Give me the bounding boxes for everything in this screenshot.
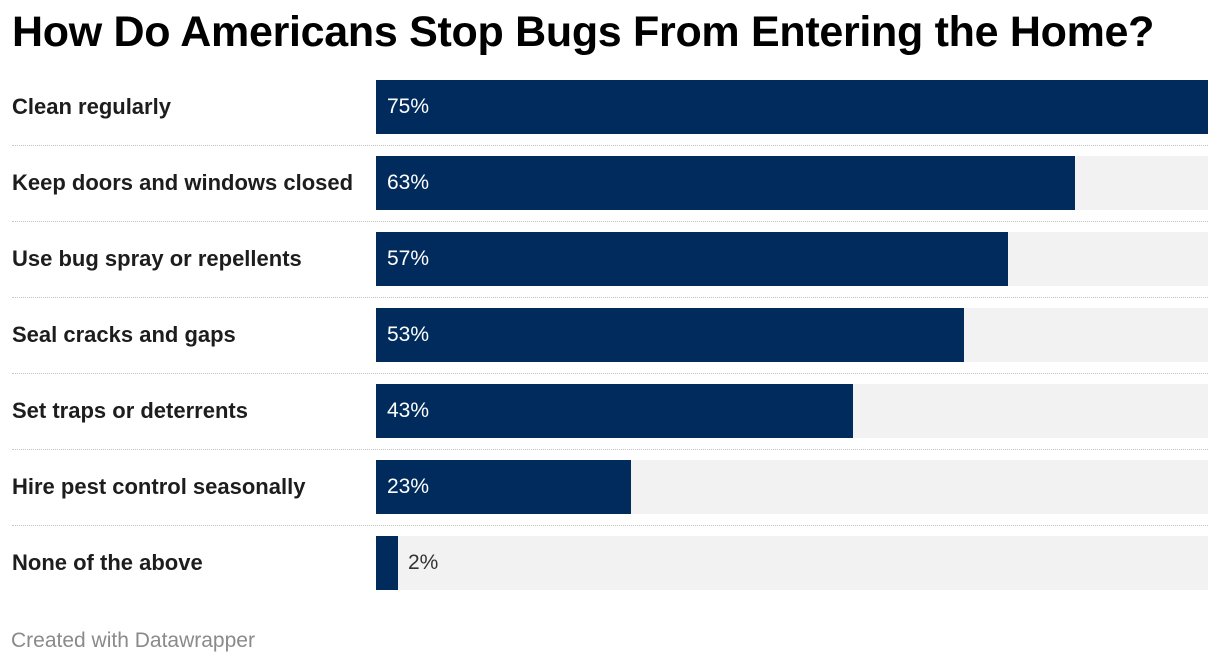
bar — [376, 384, 853, 438]
category-label: Clean regularly — [12, 94, 171, 119]
value-label: 23% — [387, 475, 430, 498]
bar-row: Use bug spray or repellents 57% — [0, 232, 1220, 286]
bar-track: 23% — [376, 460, 1208, 514]
row-divider — [12, 525, 1208, 526]
bar — [376, 232, 1008, 286]
bar-track: 63% — [376, 156, 1208, 210]
bar — [376, 460, 631, 514]
category-label: Hire pest control seasonally — [12, 474, 306, 499]
bar-row: Seal cracks and gaps 53% — [0, 308, 1220, 362]
bar-row: Hire pest control seasonally 23% — [0, 460, 1220, 514]
value-label: 57% — [387, 247, 430, 270]
bar-track: 75% — [376, 80, 1208, 134]
category-label: Seal cracks and gaps — [12, 322, 236, 347]
value-label: 43% — [387, 399, 430, 422]
bar-row: None of the above 2% — [0, 536, 1220, 590]
row-divider — [12, 373, 1208, 374]
bar-row: Set traps or deterrents 43% — [0, 384, 1220, 438]
category-label: Set traps or deterrents — [12, 398, 248, 423]
row-divider — [12, 297, 1208, 298]
row-divider — [12, 449, 1208, 450]
category-label: Use bug spray or repellents — [12, 246, 302, 271]
bar-row: Clean regularly 75% — [0, 80, 1220, 134]
value-label: 75% — [387, 95, 430, 118]
bar-track: 53% — [376, 308, 1208, 362]
bar-track: 43% — [376, 384, 1208, 438]
value-label: 53% — [387, 323, 430, 346]
bar-track: 57% — [376, 232, 1208, 286]
bar — [376, 308, 964, 362]
category-label: Keep doors and windows closed — [12, 170, 354, 195]
row-divider — [12, 145, 1208, 146]
bar — [376, 80, 1208, 134]
bar-row: Keep doors and windows closed 63% — [0, 156, 1220, 210]
bar-track: 2% — [376, 536, 1208, 590]
chart-title: How Do Americans Stop Bugs From Entering… — [12, 8, 1155, 56]
datawrapper-credit: Created with Datawrapper — [11, 629, 255, 652]
bar — [376, 156, 1075, 210]
bar — [376, 536, 398, 590]
value-label: 2% — [408, 551, 439, 574]
value-label: 63% — [387, 171, 430, 194]
category-label: None of the above — [12, 550, 203, 575]
row-divider — [12, 221, 1208, 222]
